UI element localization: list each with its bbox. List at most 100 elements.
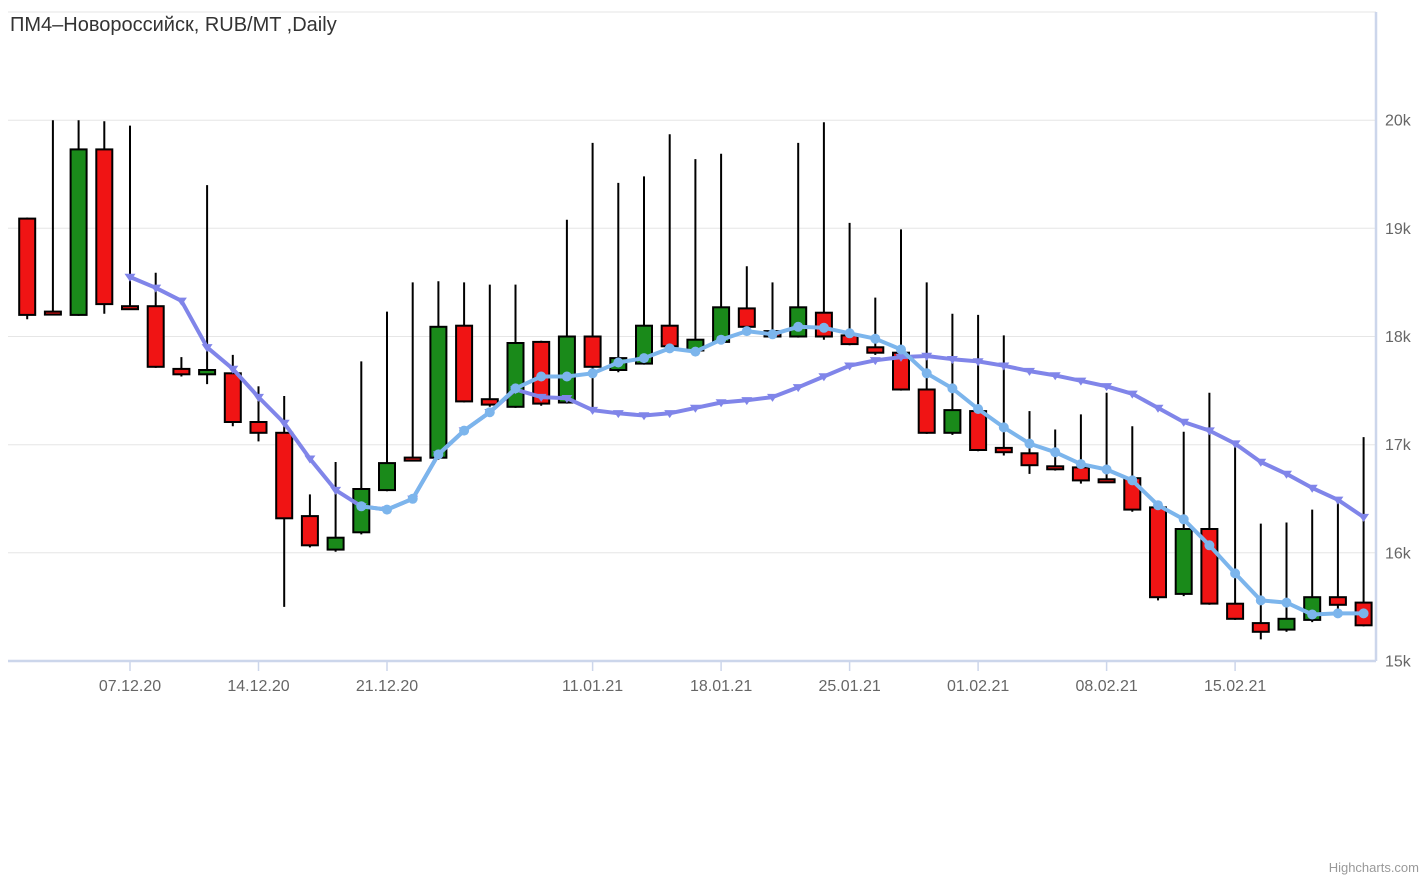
candle-13.01.21[interactable] xyxy=(635,176,653,365)
series-point-marker[interactable] xyxy=(536,371,547,382)
candle-21.12.20[interactable] xyxy=(378,311,396,492)
series-point-marker[interactable] xyxy=(304,455,316,464)
series-point-marker[interactable] xyxy=(613,357,624,368)
candle-14.01.21[interactable] xyxy=(660,134,679,349)
series-point-marker[interactable] xyxy=(1358,513,1370,522)
series-point-marker[interactable] xyxy=(459,425,470,436)
candle-27.01.21[interactable] xyxy=(892,229,910,391)
series-point-marker[interactable] xyxy=(587,368,598,379)
series-point-marker[interactable] xyxy=(1075,377,1087,386)
series-point-marker[interactable] xyxy=(716,334,727,345)
candle-19.01.21[interactable] xyxy=(737,266,756,334)
series-point-marker[interactable] xyxy=(356,501,367,512)
candle-18.01.21[interactable] xyxy=(712,153,731,345)
series-point-marker[interactable] xyxy=(1126,390,1138,399)
series-point-marker[interactable] xyxy=(896,344,906,355)
series-point-marker[interactable] xyxy=(664,410,676,419)
series-point-marker[interactable] xyxy=(1127,475,1138,486)
series-point-marker[interactable] xyxy=(330,486,342,495)
series-point-marker[interactable] xyxy=(895,353,907,362)
series-point-marker[interactable] xyxy=(407,493,418,504)
series-point-marker[interactable] xyxy=(1178,418,1190,427)
series-point-marker[interactable] xyxy=(947,383,958,394)
series-point-marker[interactable] xyxy=(1358,608,1369,619)
series-point-marker[interactable] xyxy=(382,504,392,515)
series-point-marker[interactable] xyxy=(1101,464,1112,475)
series-point-marker[interactable] xyxy=(1230,568,1241,579)
series-point-marker[interactable] xyxy=(124,273,136,282)
series-point-marker[interactable] xyxy=(484,407,495,418)
candle-01.02.21[interactable] xyxy=(969,314,988,452)
series-point-marker[interactable] xyxy=(844,362,856,371)
series-point-marker[interactable] xyxy=(818,322,829,333)
series-point-marker[interactable] xyxy=(175,297,187,306)
candle-24.12.20[interactable] xyxy=(455,282,474,403)
candle-02.02.21[interactable] xyxy=(994,335,1013,456)
candle-26.01.21[interactable] xyxy=(866,297,885,355)
candle-11.02.21[interactable] xyxy=(1174,431,1193,597)
series-point-marker[interactable] xyxy=(510,383,521,394)
series-point-marker[interactable] xyxy=(741,397,753,406)
series-point-marker[interactable] xyxy=(535,393,547,402)
candle-29.01.21[interactable] xyxy=(943,313,962,435)
series-point-marker[interactable] xyxy=(1075,459,1086,470)
candle-15.01.21[interactable] xyxy=(686,159,705,354)
candle-03.12.20[interactable] xyxy=(69,120,88,316)
series-point-marker[interactable] xyxy=(1203,427,1215,436)
series-point-marker[interactable] xyxy=(1332,608,1343,619)
series-point-marker[interactable] xyxy=(870,333,881,344)
series-point-marker[interactable] xyxy=(715,399,727,408)
series-point-marker[interactable] xyxy=(844,328,855,339)
series-point-marker[interactable] xyxy=(1024,367,1035,376)
series-point-marker[interactable] xyxy=(741,326,752,337)
series-point-marker[interactable] xyxy=(1024,438,1035,449)
series-point-marker[interactable] xyxy=(972,358,984,367)
candle-01.12.20[interactable] xyxy=(18,217,37,320)
series-point-marker[interactable] xyxy=(561,371,572,382)
series-point-marker[interactable] xyxy=(1178,514,1189,525)
series-point-marker[interactable] xyxy=(253,393,264,402)
series-point-marker[interactable] xyxy=(278,419,290,428)
series-point-marker[interactable] xyxy=(818,373,830,382)
candle-11.01.21[interactable] xyxy=(583,142,602,409)
candle-25.01.21[interactable] xyxy=(840,222,859,346)
candle-09.02.21[interactable] xyxy=(1123,426,1142,512)
candle-16.12.20[interactable] xyxy=(300,494,319,548)
candle-04.12.20[interactable] xyxy=(95,121,114,314)
series-point-marker[interactable] xyxy=(946,356,958,364)
series-point-marker[interactable] xyxy=(201,344,213,353)
series-point-marker[interactable] xyxy=(1204,540,1215,551)
series-point-marker[interactable] xyxy=(1152,404,1164,413)
series-point-marker[interactable] xyxy=(1281,597,1292,608)
series-point-marker[interactable] xyxy=(767,393,778,402)
series-point-marker[interactable] xyxy=(638,412,650,421)
series-point-marker[interactable] xyxy=(689,404,701,413)
candle-22.12.20[interactable] xyxy=(403,282,422,462)
candle-17.12.20[interactable] xyxy=(326,462,345,552)
candle-02.12.20[interactable] xyxy=(43,120,62,316)
series-point-marker[interactable] xyxy=(767,329,778,340)
candle-12.01.21[interactable] xyxy=(609,182,628,373)
candle-15.12.20[interactable] xyxy=(275,396,294,607)
candle-19.02.21[interactable] xyxy=(1328,502,1347,617)
series-point-marker[interactable] xyxy=(1307,609,1318,620)
series-point-marker[interactable] xyxy=(690,346,701,357)
series-point-marker[interactable] xyxy=(998,422,1009,433)
series-point-marker[interactable] xyxy=(1050,447,1061,458)
candle-16.02.21[interactable] xyxy=(1251,523,1270,640)
series-point-marker[interactable] xyxy=(792,384,804,393)
candle-17.02.21[interactable] xyxy=(1277,522,1296,632)
series-point-marker[interactable] xyxy=(561,395,573,403)
candle-05.02.21[interactable] xyxy=(1071,414,1090,484)
candle-23.12.20[interactable] xyxy=(429,281,448,460)
series-point-marker[interactable] xyxy=(973,404,984,414)
highcharts-credits-link[interactable]: Highcharts.com xyxy=(1329,860,1419,875)
series-point-marker[interactable] xyxy=(793,321,804,332)
candle-10.02.21[interactable] xyxy=(1149,505,1167,601)
series-point-marker[interactable] xyxy=(1281,470,1292,479)
series-point-marker[interactable] xyxy=(869,357,881,366)
series-point-marker[interactable] xyxy=(1101,383,1113,392)
series-point-marker[interactable] xyxy=(921,368,932,379)
series-point-marker[interactable] xyxy=(1153,500,1163,511)
series-point-marker[interactable] xyxy=(612,410,624,419)
